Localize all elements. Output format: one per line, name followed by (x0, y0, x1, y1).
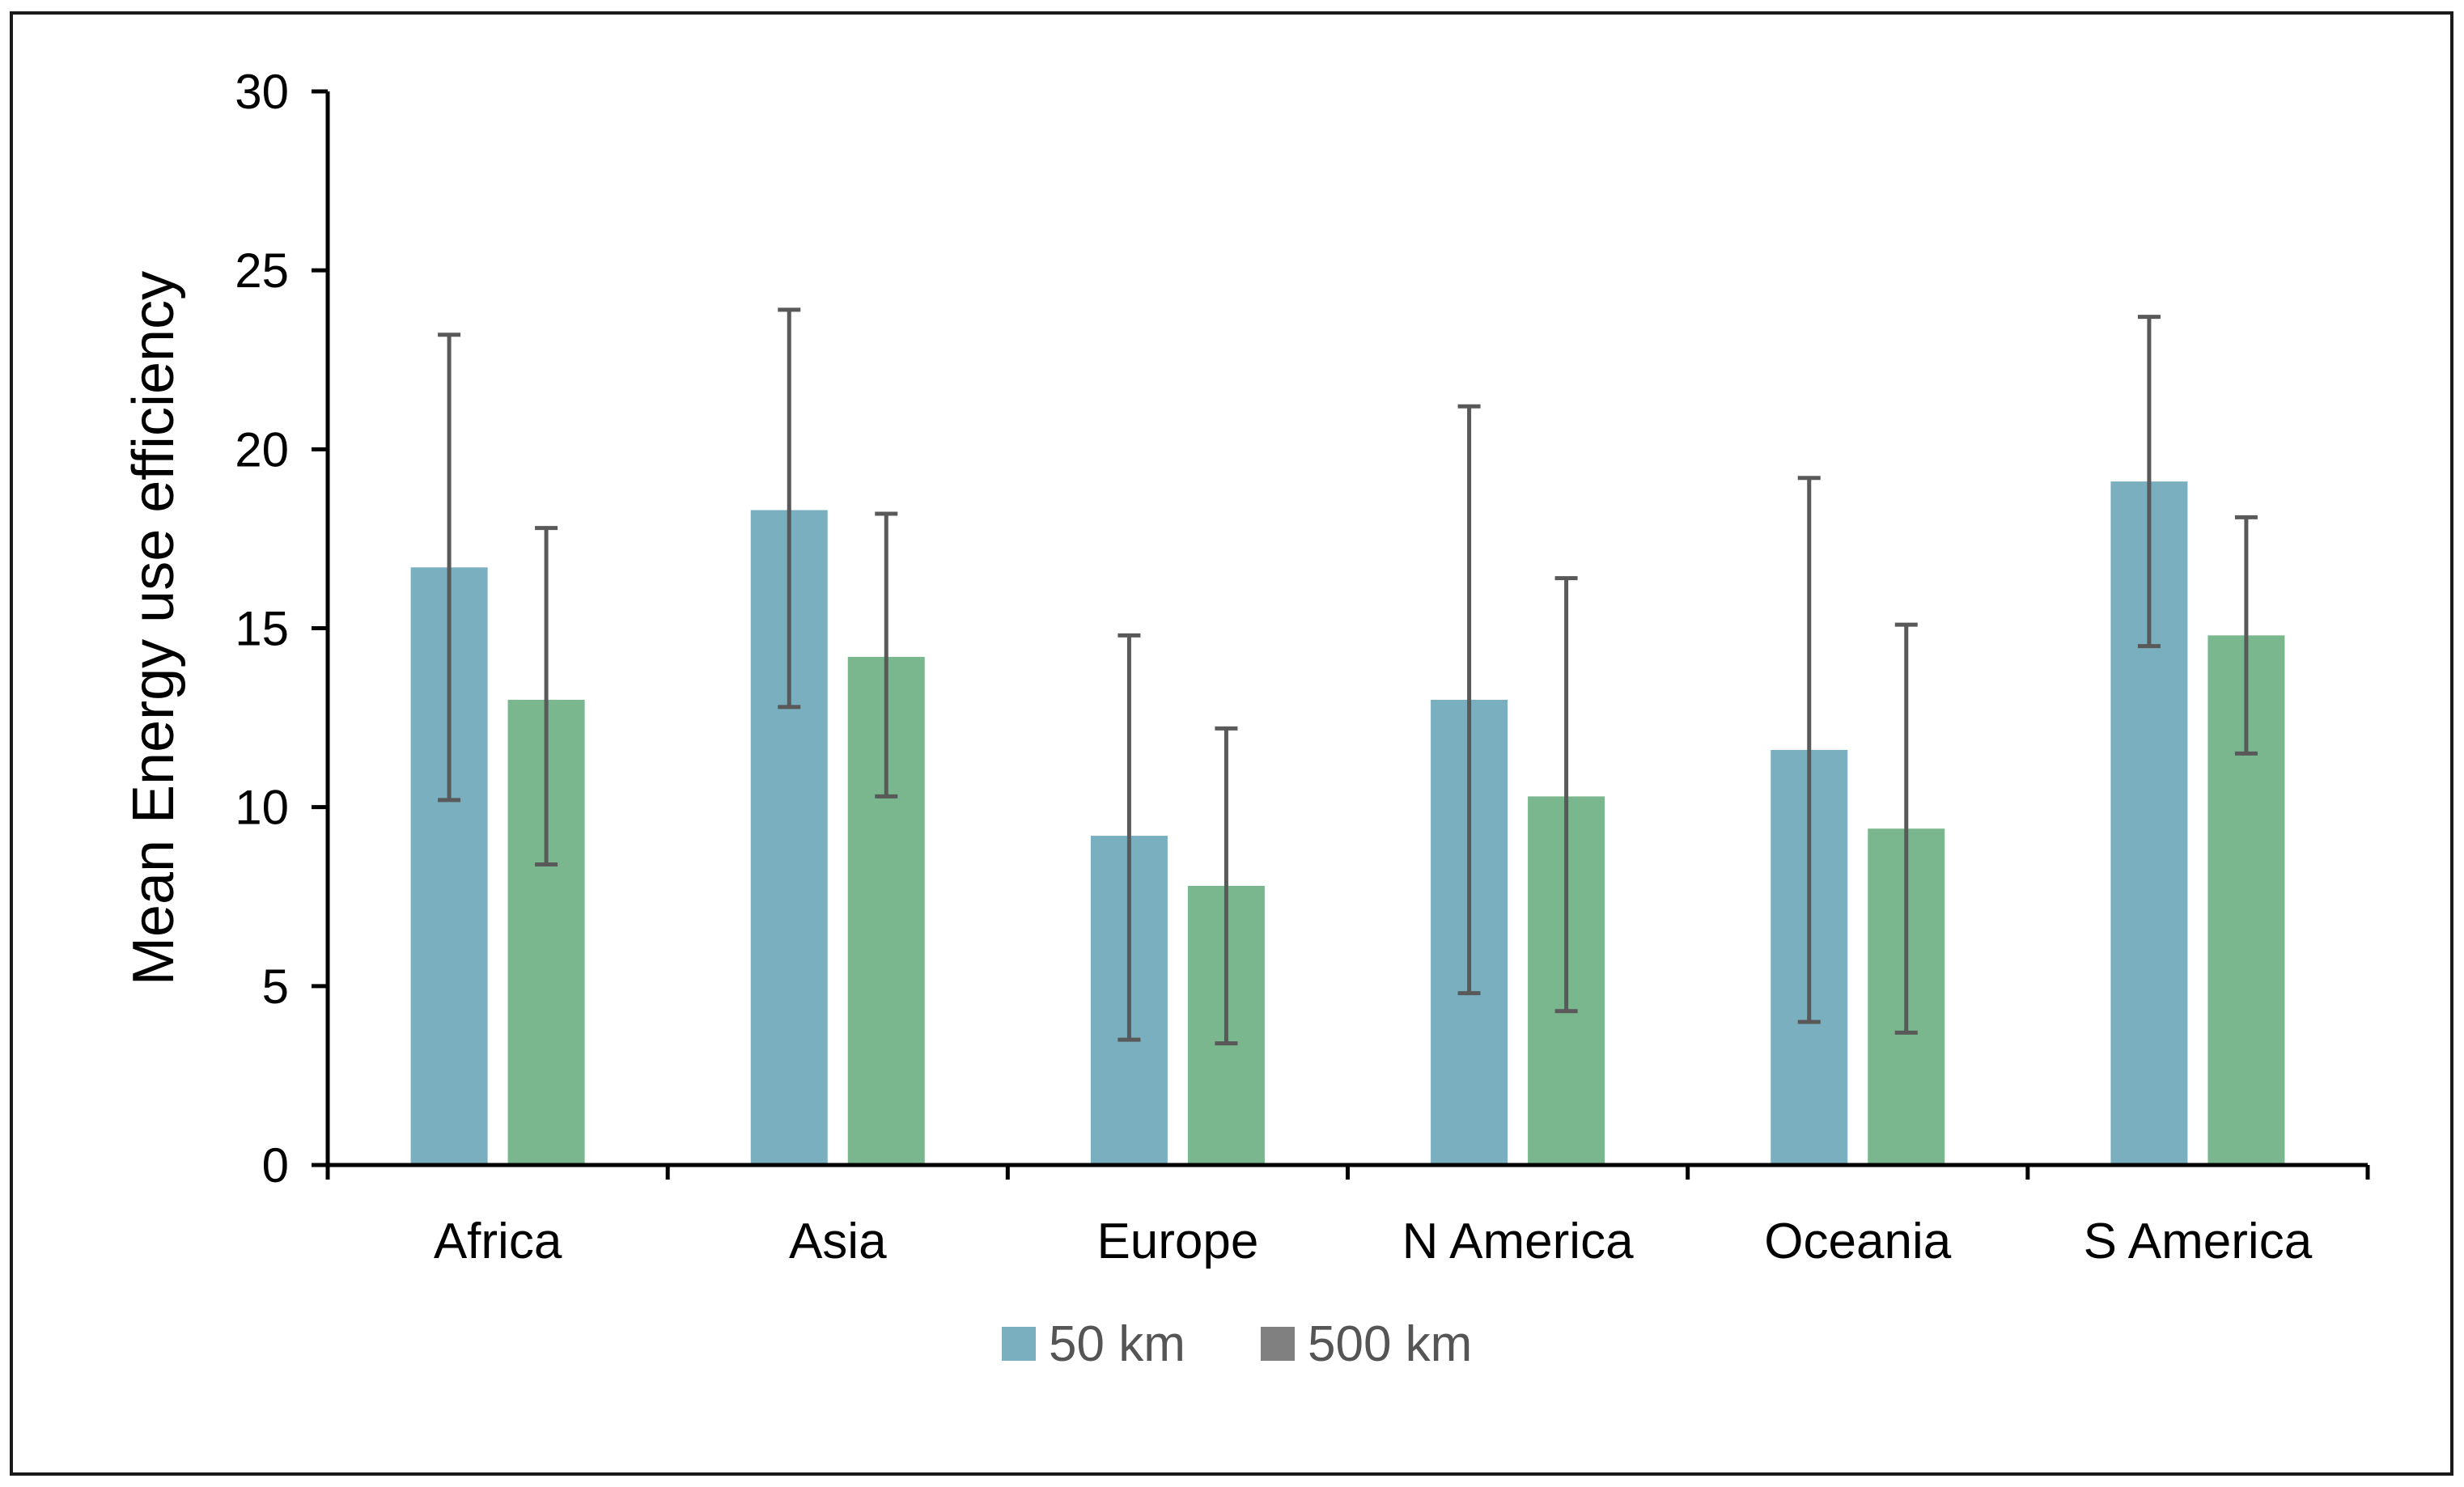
legend-item-500km: 500 km (1261, 1316, 1472, 1372)
error-bar-50km-europe (1117, 633, 1141, 1042)
x-tick-label: S America (2084, 1214, 2313, 1269)
error-bar-500km-asia (875, 511, 898, 799)
bars-layer (410, 481, 2285, 1165)
error-bar-50km-s-america (2137, 315, 2161, 649)
axes-layer (312, 89, 2370, 1180)
x-tick-label: Africa (434, 1214, 562, 1269)
chart: 0 5 10 15 20 25 30 Africa Asia Europe N America Oce… (121, 65, 2370, 1372)
y-tick-label: 5 (262, 960, 289, 1014)
legend: 50 km 500 km (1002, 1316, 1472, 1372)
y-tick-label: 15 (235, 602, 289, 656)
legend-label-50km: 50 km (1049, 1316, 1185, 1372)
error-bar-50km-africa (438, 333, 461, 803)
y-tick-label: 30 (235, 65, 289, 119)
legend-item-50km: 50 km (1002, 1316, 1185, 1372)
error-bar-500km-africa (535, 526, 558, 866)
x-tick-label: Oceania (1764, 1214, 1951, 1269)
x-tick-label: N America (1402, 1214, 1634, 1269)
error-bar-500km-n-america (1554, 576, 1578, 1014)
error-bar-50km-oceania (1797, 476, 1821, 1024)
error-bar-500km-europe (1215, 726, 1238, 1046)
y-tick-label: 10 (235, 781, 289, 835)
x-tick-label: Asia (789, 1214, 887, 1269)
y-tick-label: 25 (235, 244, 289, 298)
error-bar-50km-asia (778, 307, 801, 710)
legend-label-500km: 500 km (1308, 1316, 1472, 1372)
y-axis-title: Mean Energy use efficiency (121, 271, 186, 985)
labels-layer: 0 5 10 15 20 25 30 Africa Asia Europe N America Oce… (121, 65, 2313, 1269)
legend-swatch-500km (1261, 1327, 1295, 1361)
y-tick-label: 20 (235, 422, 289, 477)
chart-frame: 0 5 10 15 20 25 30 Africa Asia Europe N America Oce… (10, 11, 2453, 1476)
y-tick-label: 0 (262, 1138, 289, 1193)
error-bars-layer (438, 307, 2258, 1046)
legend-swatch-50km (1002, 1327, 1036, 1361)
error-bar-500km-oceania (1894, 622, 1918, 1035)
error-bar-500km-s-america (2234, 515, 2258, 756)
x-tick-label: Europe (1096, 1214, 1258, 1269)
error-bar-50km-n-america (1457, 404, 1481, 996)
